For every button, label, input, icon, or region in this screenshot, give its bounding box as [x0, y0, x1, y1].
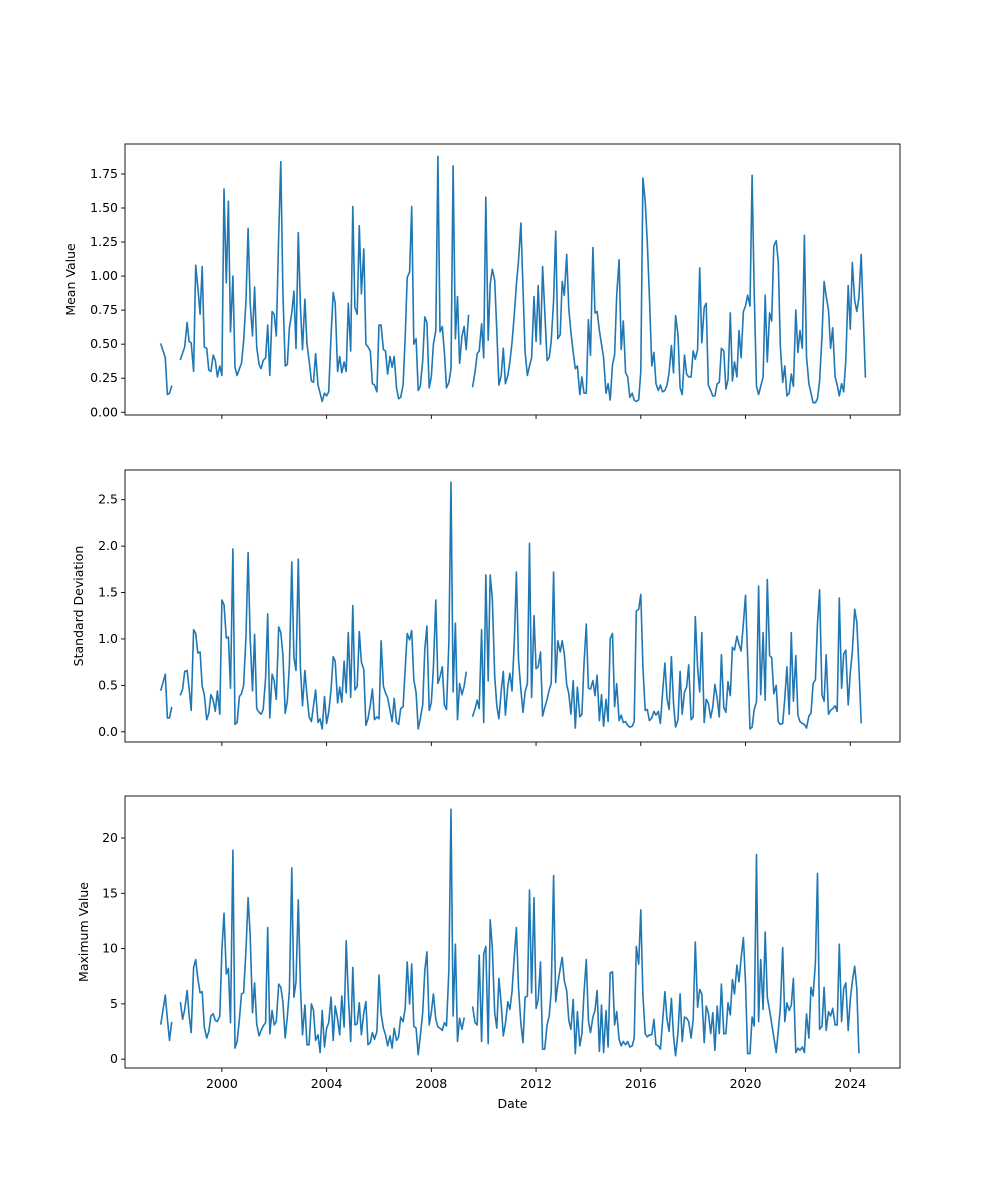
y-tick-label: 5: [110, 996, 118, 1011]
y-axis-label: Standard Deviation: [71, 546, 86, 667]
y-tick-label: 1.5: [98, 585, 118, 600]
series-line-segment: [471, 853, 860, 1057]
x-tick-label: 2012: [520, 1076, 552, 1091]
y-tick-label: 1.75: [90, 166, 118, 181]
y-tick-label: 0: [110, 1051, 118, 1066]
y-tick-label: 0.0: [98, 724, 118, 739]
y-tick-label: 0.50: [90, 336, 118, 351]
series-line-segment: [179, 481, 468, 730]
series-line-segment: [471, 174, 867, 404]
series-line-segment: [471, 542, 863, 730]
subplot-1: 0.00 0.25 0.50 0.75 1.00 1.25 1.50 1.75 Mean Val…: [63, 143, 901, 419]
y-tick-label: 0.75: [90, 302, 118, 317]
subplot-2: 0.0 0.5 1.0 1.5 2.0 2.5 Standard Deviation: [71, 469, 901, 746]
y-tick-label: 2.5: [98, 492, 118, 507]
y-axis-label: Maximum Value: [76, 882, 91, 982]
y-tick-label: 0.5: [98, 677, 118, 692]
series-line-segment: [179, 808, 466, 1056]
x-tick-label: 2008: [415, 1076, 447, 1091]
y-tick-label: 0.00: [90, 404, 118, 419]
x-tick-label: 2024: [834, 1076, 866, 1091]
axes-frame: [124, 795, 901, 1069]
y-tick-label: 1.50: [90, 200, 118, 215]
y-tick-label: 2.0: [98, 538, 118, 553]
x-tick-label: 2000: [206, 1076, 238, 1091]
series-line-segment: [159, 673, 173, 719]
x-axis-label: Date: [498, 1096, 528, 1111]
axes-frame: [124, 469, 901, 743]
x-tick-label: 2004: [311, 1076, 343, 1091]
y-tick-label: 1.0: [98, 631, 118, 646]
y-axis-label: Mean Value: [63, 243, 78, 316]
axes-frame: [124, 143, 901, 416]
y-tick-label: 1.00: [90, 268, 118, 283]
x-tick-label: 2020: [730, 1076, 762, 1091]
series-line-segment: [159, 343, 173, 396]
series-line-segment: [179, 155, 470, 403]
y-tick-label: 0.25: [90, 370, 118, 385]
y-tick-label: 15: [102, 885, 118, 900]
subplot-3: 0 5 10 15 20 2000 2004 2008 2012 2016 2020 2024 Maxi…: [76, 795, 901, 1091]
y-tick-label: 10: [102, 941, 118, 956]
y-tick-label: 20: [102, 830, 118, 845]
y-tick-label: 1.25: [90, 234, 118, 249]
series-line-segment: [159, 994, 173, 1042]
x-tick-label: 2016: [625, 1076, 657, 1091]
